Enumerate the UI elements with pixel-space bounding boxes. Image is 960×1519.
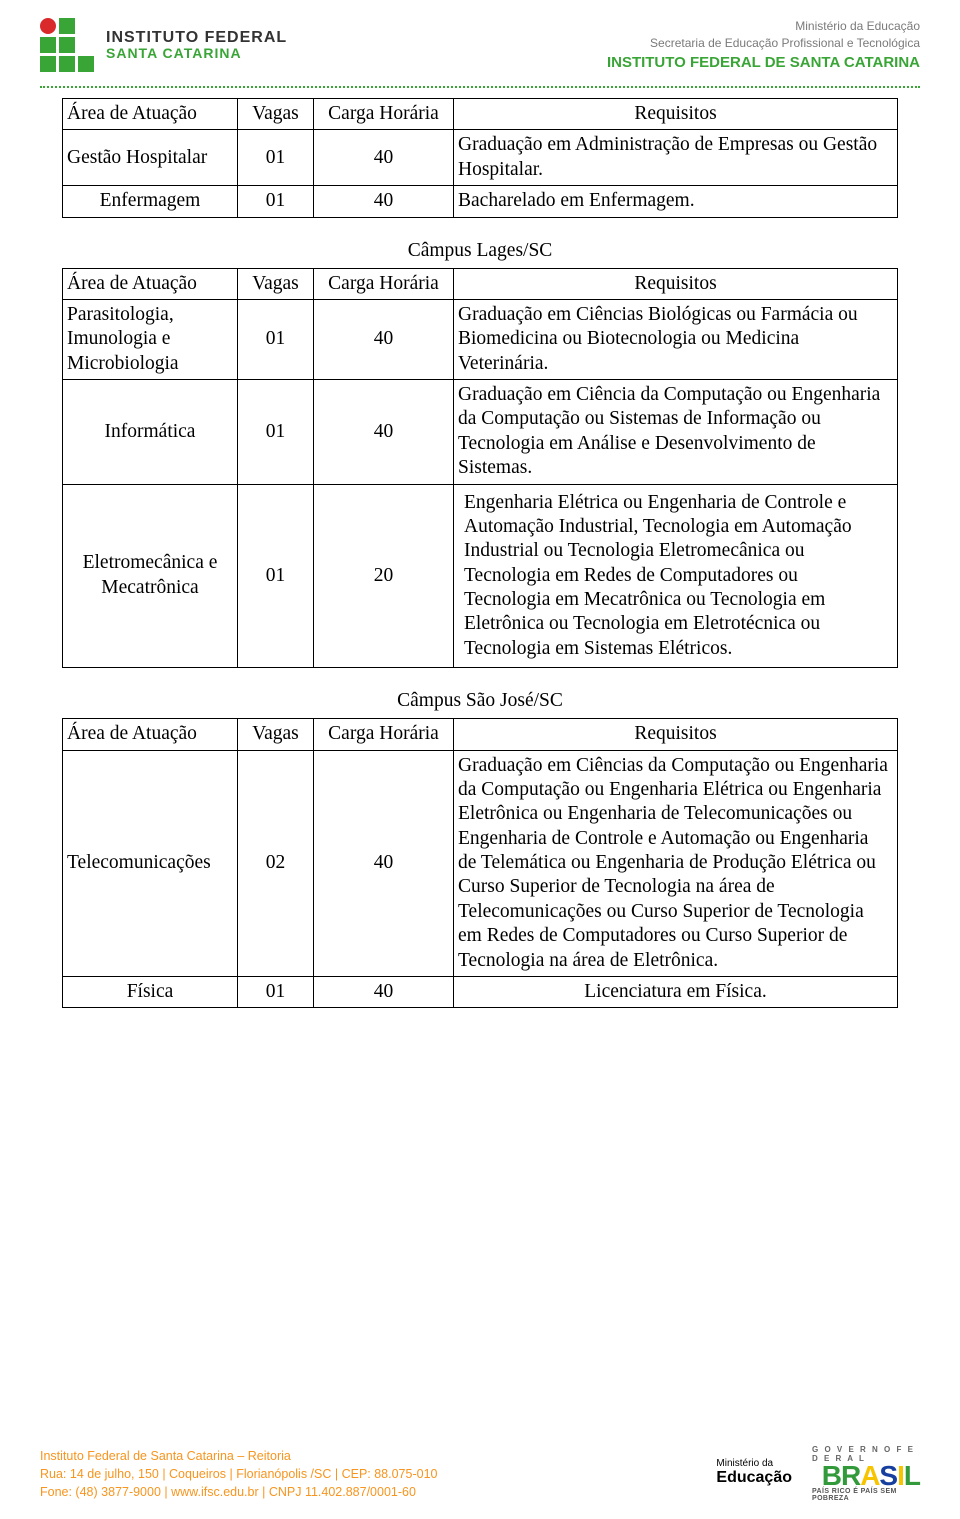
table-row: Informática 01 40 Graduação em Ciência d… (63, 380, 898, 485)
table-header-row: Área de Atuação Vagas Carga Horária Requ… (63, 719, 898, 750)
cell-area: Informática (63, 380, 238, 485)
cell-carga: 40 (314, 380, 454, 485)
table-row: Gestão Hospitalar 01 40 Graduação em Adm… (63, 130, 898, 186)
logo-square (40, 56, 56, 72)
brasil-word: BRASIL (822, 1463, 920, 1488)
cell-req: Graduação em Ciência da Computação ou En… (454, 380, 898, 485)
cell-vagas: 01 (238, 976, 314, 1007)
table-row: Física 01 40 Licenciatura em Física. (63, 976, 898, 1007)
table-row: Eletromecânica e Mecatrônica 01 20 Engen… (63, 484, 898, 668)
col-vagas: Vagas (238, 268, 314, 299)
header-r1: Ministério da Educação (607, 18, 920, 35)
cell-vagas: 01 (238, 299, 314, 379)
col-carga: Carga Horária (314, 268, 454, 299)
cell-req: Graduação em Ciências Biológicas ou Farm… (454, 299, 898, 379)
col-req: Requisitos (454, 268, 898, 299)
logo-line2: SANTA CATARINA (106, 46, 287, 61)
cell-req: Licenciatura em Física. (454, 976, 898, 1007)
logo-square (59, 37, 75, 53)
logo-square (59, 56, 75, 72)
campus-title-2: Câmpus Lages/SC (62, 240, 898, 262)
cell-carga: 40 (314, 130, 454, 186)
mec-logo: Ministério da Educação (716, 1459, 792, 1486)
col-carga: Carga Horária (314, 99, 454, 130)
cell-carga: 40 (314, 750, 454, 976)
cell-vagas: 01 (238, 380, 314, 485)
footer-right: Ministério da Educação G O V E R N O F E… (716, 1445, 920, 1501)
col-req: Requisitos (454, 99, 898, 130)
cell-vagas: 01 (238, 186, 314, 217)
header-right: Ministério da Educação Secretaria de Edu… (607, 18, 920, 73)
content: Área de Atuação Vagas Carga Horária Requ… (0, 90, 960, 1008)
brasil-logo: G O V E R N O F E D E R A L BRASIL PAÍS … (812, 1445, 920, 1501)
col-vagas: Vagas (238, 99, 314, 130)
logo-square (78, 37, 94, 53)
cell-area: Física (63, 976, 238, 1007)
cell-req: Graduação em Administração de Empresas o… (454, 130, 898, 186)
cell-area: Enfermagem (63, 186, 238, 217)
table-3: Área de Atuação Vagas Carga Horária Requ… (62, 718, 898, 1008)
logo-square (78, 18, 94, 34)
cell-vagas: 01 (238, 130, 314, 186)
col-req: Requisitos (454, 719, 898, 750)
cell-carga: 40 (314, 299, 454, 379)
header-dotted-divider (40, 86, 920, 88)
cell-area: Gestão Hospitalar (63, 130, 238, 186)
footer-left: Instituto Federal de Santa Catarina – Re… (40, 1447, 437, 1501)
cell-vagas: 02 (238, 750, 314, 976)
cell-area: Telecomunicações (63, 750, 238, 976)
header-r2: Secretaria de Educação Profissional e Te… (607, 35, 920, 52)
logo-line1: INSTITUTO FEDERAL (106, 29, 287, 47)
cell-req: Engenharia Elétrica ou Engenharia de Con… (454, 484, 898, 668)
col-area: Área de Atuação (63, 99, 238, 130)
table-row: Telecomunicações 02 40 Graduação em Ciên… (63, 750, 898, 976)
campus-title-3: Câmpus São José/SC (62, 690, 898, 712)
table-2: Área de Atuação Vagas Carga Horária Requ… (62, 268, 898, 669)
footer-line2: Rua: 14 de julho, 150 | Coqueiros | Flor… (40, 1465, 437, 1483)
footer-bar: Instituto Federal de Santa Catarina – Re… (40, 1445, 920, 1501)
cell-area: Parasitologia, Imunologia e Microbiologi… (63, 299, 238, 379)
table-header-row: Área de Atuação Vagas Carga Horária Requ… (63, 268, 898, 299)
header-r3: INSTITUTO FEDERAL DE SANTA CATARINA (607, 52, 920, 73)
logo-square (78, 56, 94, 72)
logo-square (59, 18, 75, 34)
table-1: Área de Atuação Vagas Carga Horária Requ… (62, 98, 898, 218)
brasil-slogan: PAÍS RICO É PAÍS SEM POBREZA (812, 1488, 920, 1502)
cell-req: Graduação em Ciências da Computação ou E… (454, 750, 898, 976)
table-header-row: Área de Atuação Vagas Carga Horária Requ… (63, 99, 898, 130)
page-footer: Instituto Federal de Santa Catarina – Re… (0, 1445, 960, 1519)
ifsc-logo: INSTITUTO FEDERAL SANTA CATARINA (40, 18, 287, 72)
col-carga: Carga Horária (314, 719, 454, 750)
col-area: Área de Atuação (63, 268, 238, 299)
logo-square (40, 37, 56, 53)
cell-vagas: 01 (238, 484, 314, 668)
logo-text: INSTITUTO FEDERAL SANTA CATARINA (106, 29, 287, 62)
table-row: Enfermagem 01 40 Bacharelado em Enfermag… (63, 186, 898, 217)
cell-req: Bacharelado em Enfermagem. (454, 186, 898, 217)
footer-line3: Fone: (48) 3877-9000 | www.ifsc.edu.br |… (40, 1483, 437, 1501)
logo-square (40, 18, 56, 34)
page-header: INSTITUTO FEDERAL SANTA CATARINA Ministé… (0, 0, 960, 90)
logo-squares-icon (40, 18, 94, 72)
cell-area: Eletromecânica e Mecatrônica (63, 484, 238, 668)
table-row: Parasitologia, Imunologia e Microbiologi… (63, 299, 898, 379)
footer-line1: Instituto Federal de Santa Catarina – Re… (40, 1447, 437, 1465)
col-area: Área de Atuação (63, 719, 238, 750)
cell-carga: 40 (314, 976, 454, 1007)
cell-carga: 40 (314, 186, 454, 217)
col-vagas: Vagas (238, 719, 314, 750)
mec-line2: Educação (716, 1470, 792, 1487)
cell-carga: 20 (314, 484, 454, 668)
